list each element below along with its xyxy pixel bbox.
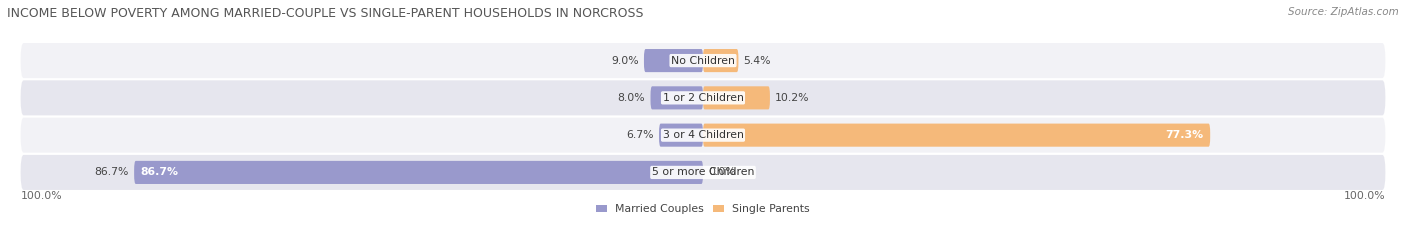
Legend: Married Couples, Single Parents: Married Couples, Single Parents	[592, 200, 814, 219]
Text: 10.2%: 10.2%	[775, 93, 810, 103]
Text: 100.0%: 100.0%	[1344, 191, 1385, 201]
FancyBboxPatch shape	[134, 161, 703, 184]
Text: 3 or 4 Children: 3 or 4 Children	[662, 130, 744, 140]
Text: 86.7%: 86.7%	[141, 168, 179, 177]
FancyBboxPatch shape	[21, 80, 1385, 115]
FancyBboxPatch shape	[21, 43, 1385, 78]
Text: 5 or more Children: 5 or more Children	[652, 168, 754, 177]
FancyBboxPatch shape	[703, 123, 1211, 147]
Text: Source: ZipAtlas.com: Source: ZipAtlas.com	[1288, 7, 1399, 17]
Text: 100.0%: 100.0%	[21, 191, 62, 201]
Text: 9.0%: 9.0%	[612, 56, 638, 65]
FancyBboxPatch shape	[703, 49, 738, 72]
Text: 8.0%: 8.0%	[617, 93, 645, 103]
FancyBboxPatch shape	[651, 86, 703, 110]
Text: INCOME BELOW POVERTY AMONG MARRIED-COUPLE VS SINGLE-PARENT HOUSEHOLDS IN NORCROS: INCOME BELOW POVERTY AMONG MARRIED-COUPL…	[7, 7, 644, 20]
FancyBboxPatch shape	[21, 155, 1385, 190]
FancyBboxPatch shape	[21, 118, 1385, 153]
Text: 0.0%: 0.0%	[709, 168, 735, 177]
Text: 6.7%: 6.7%	[626, 130, 654, 140]
Text: 77.3%: 77.3%	[1166, 130, 1204, 140]
Text: 86.7%: 86.7%	[94, 168, 129, 177]
FancyBboxPatch shape	[703, 86, 770, 110]
FancyBboxPatch shape	[644, 49, 703, 72]
Text: No Children: No Children	[671, 56, 735, 65]
Text: 1 or 2 Children: 1 or 2 Children	[662, 93, 744, 103]
FancyBboxPatch shape	[659, 123, 703, 147]
Text: 5.4%: 5.4%	[744, 56, 770, 65]
